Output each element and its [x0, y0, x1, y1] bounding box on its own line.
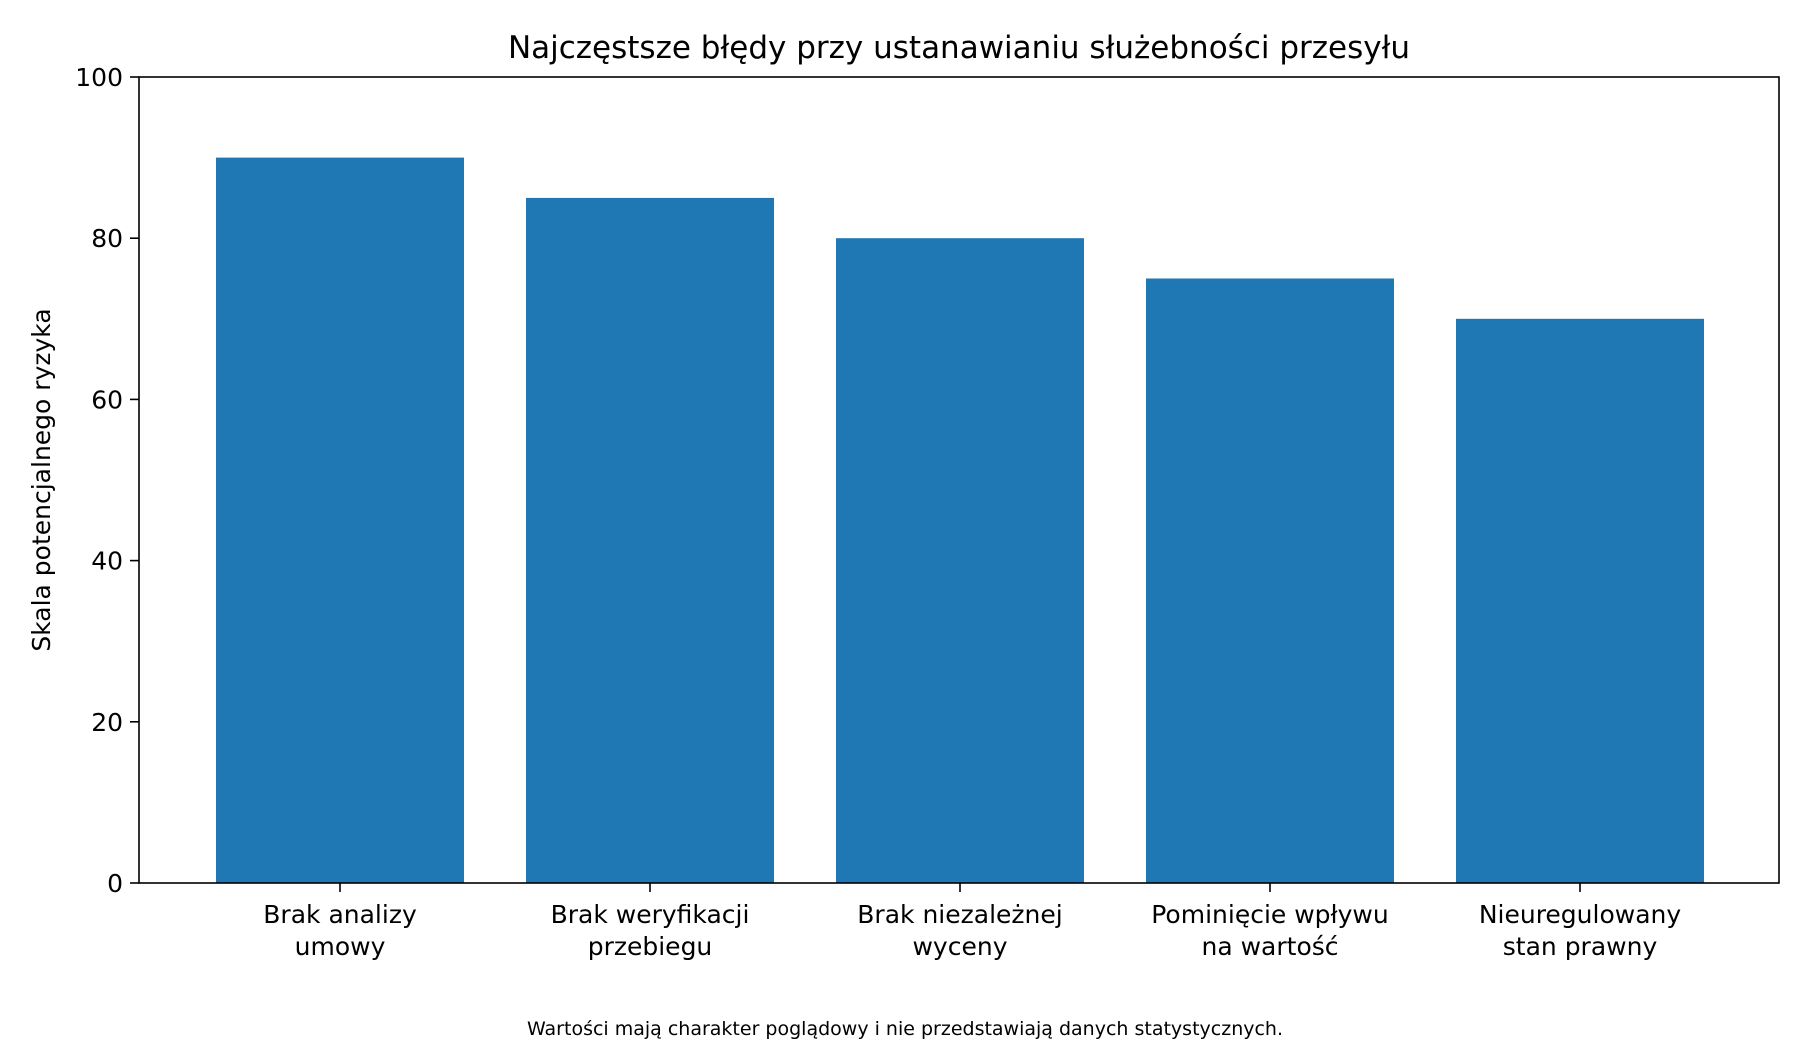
bar [1456, 318, 1704, 883]
plot-area-frame [138, 76, 1780, 884]
x-tick-label-line: Brak analizy [263, 900, 417, 929]
y-tick-label: 40 [91, 547, 123, 576]
x-tick-label: Nieuregulowany stan prawny [1479, 900, 1682, 961]
x-axis-ticks: Brak analizy umowy Brak weryfikacji przebie… [263, 883, 1681, 961]
bar [526, 197, 774, 883]
x-tick-label: Brak analizy umowy [263, 900, 417, 961]
x-tick-label: Pominięcie wpływu na wartość [1151, 900, 1388, 961]
bars-group [216, 157, 1704, 884]
x-tick-label-line: Brak niezależnej [857, 900, 1062, 929]
bar [836, 238, 1084, 883]
x-tick-label-line: wyceny [912, 932, 1007, 961]
x-tick-label-line: stan prawny [1503, 932, 1658, 961]
y-tick-label: 60 [91, 385, 123, 414]
x-tick-label-line: na wartość [1201, 932, 1338, 961]
x-tick-label: Brak niezależnej wyceny [857, 900, 1062, 961]
y-tick-label: 0 [107, 869, 123, 898]
y-axis-label: Skala potencjalnego ryzyka [27, 308, 56, 651]
bar [216, 157, 464, 884]
x-tick-label: Brak weryfikacji przebiegu [551, 900, 750, 961]
x-tick-label-line: Pominięcie wpływu [1151, 900, 1388, 929]
x-tick-label-line: umowy [295, 932, 386, 961]
bar [1146, 278, 1394, 883]
y-tick-label: 20 [91, 708, 123, 737]
chart-title: Najczęstsze błędy przy ustanawianiu służ… [508, 30, 1410, 66]
x-tick-label-line: Brak weryfikacji [551, 900, 750, 929]
y-tick-label: 80 [91, 224, 123, 253]
y-tick-label: 100 [75, 63, 123, 92]
x-tick-label-line: przebiegu [588, 932, 713, 961]
y-axis-ticks: 0 20 40 60 80 100 [75, 63, 139, 898]
x-tick-label-line: Nieuregulowany [1479, 900, 1682, 929]
chart-footnote: Wartości mają charakter poglądowy i nie … [527, 1018, 1283, 1040]
